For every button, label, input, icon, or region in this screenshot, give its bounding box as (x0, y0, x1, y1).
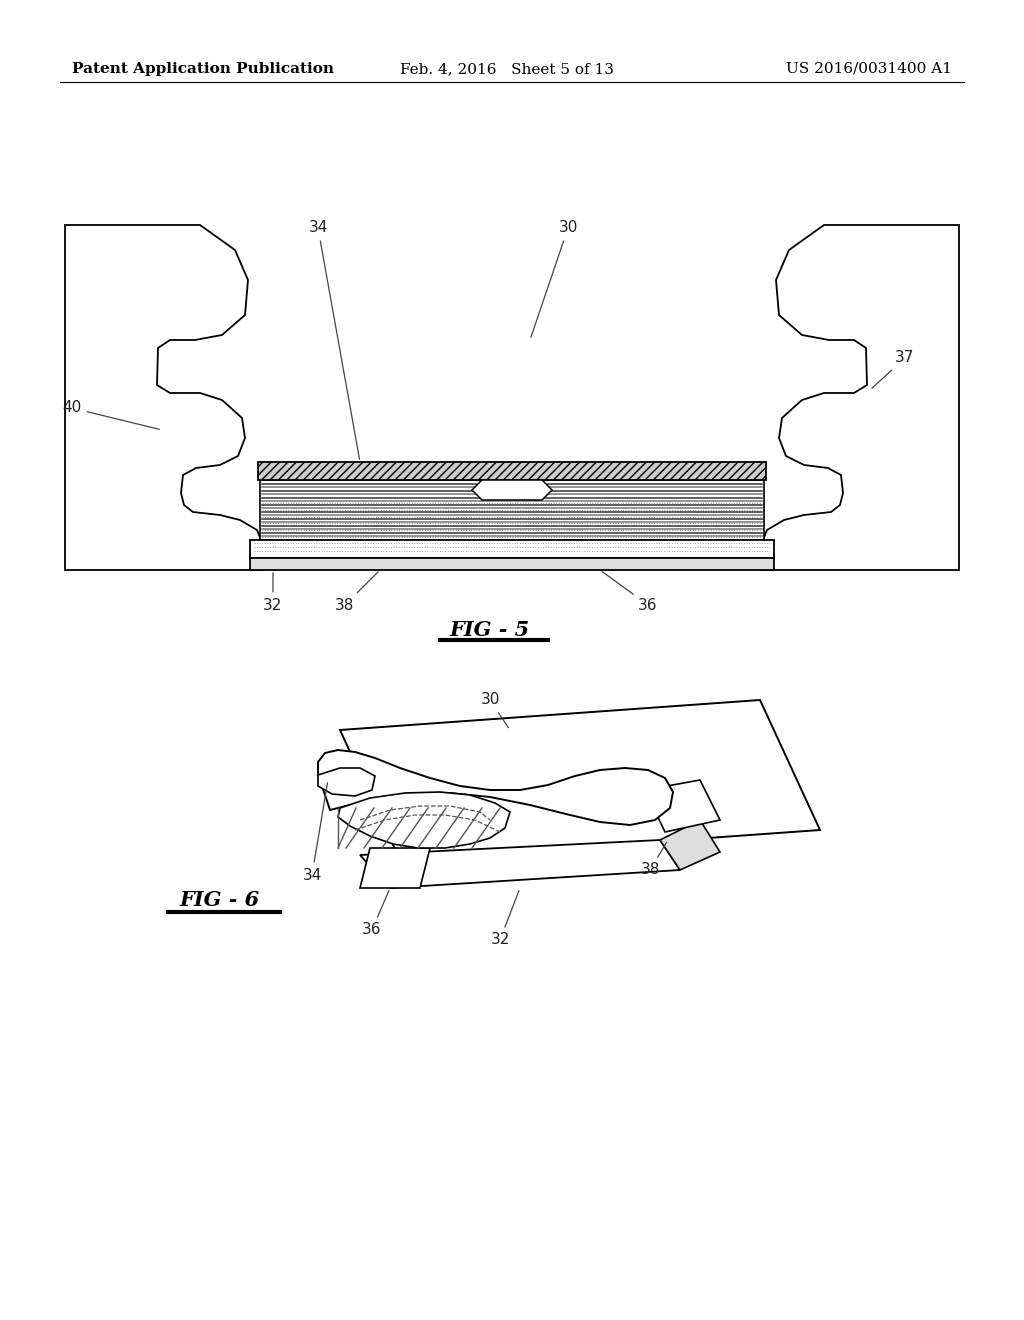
Polygon shape (340, 700, 820, 861)
Polygon shape (318, 768, 375, 796)
Polygon shape (258, 462, 766, 480)
Text: 36: 36 (362, 891, 389, 937)
Text: US 2016/0031400 A1: US 2016/0031400 A1 (786, 62, 952, 77)
Text: Feb. 4, 2016   Sheet 5 of 13: Feb. 4, 2016 Sheet 5 of 13 (400, 62, 613, 77)
Polygon shape (660, 820, 720, 870)
Polygon shape (338, 792, 510, 847)
Text: 38: 38 (640, 842, 667, 878)
Text: 34: 34 (308, 220, 359, 459)
Polygon shape (472, 480, 552, 500)
Polygon shape (318, 750, 673, 825)
Text: 38: 38 (335, 572, 378, 612)
Polygon shape (360, 840, 680, 888)
Text: FIG - 5: FIG - 5 (450, 620, 530, 640)
Polygon shape (761, 224, 959, 570)
Text: 40: 40 (62, 400, 160, 429)
Polygon shape (65, 224, 263, 570)
Text: 34: 34 (302, 783, 328, 883)
Text: 37: 37 (872, 351, 914, 388)
Polygon shape (645, 780, 720, 832)
Text: 32: 32 (263, 573, 283, 612)
Text: FIG - 6: FIG - 6 (180, 890, 260, 909)
Text: Patent Application Publication: Patent Application Publication (72, 62, 334, 77)
Text: 36: 36 (602, 572, 657, 612)
Polygon shape (360, 847, 430, 888)
Text: 30: 30 (480, 693, 509, 727)
Text: 30: 30 (530, 220, 578, 338)
Text: 32: 32 (490, 891, 519, 948)
Polygon shape (250, 540, 774, 558)
Polygon shape (250, 558, 774, 570)
Polygon shape (260, 480, 764, 540)
